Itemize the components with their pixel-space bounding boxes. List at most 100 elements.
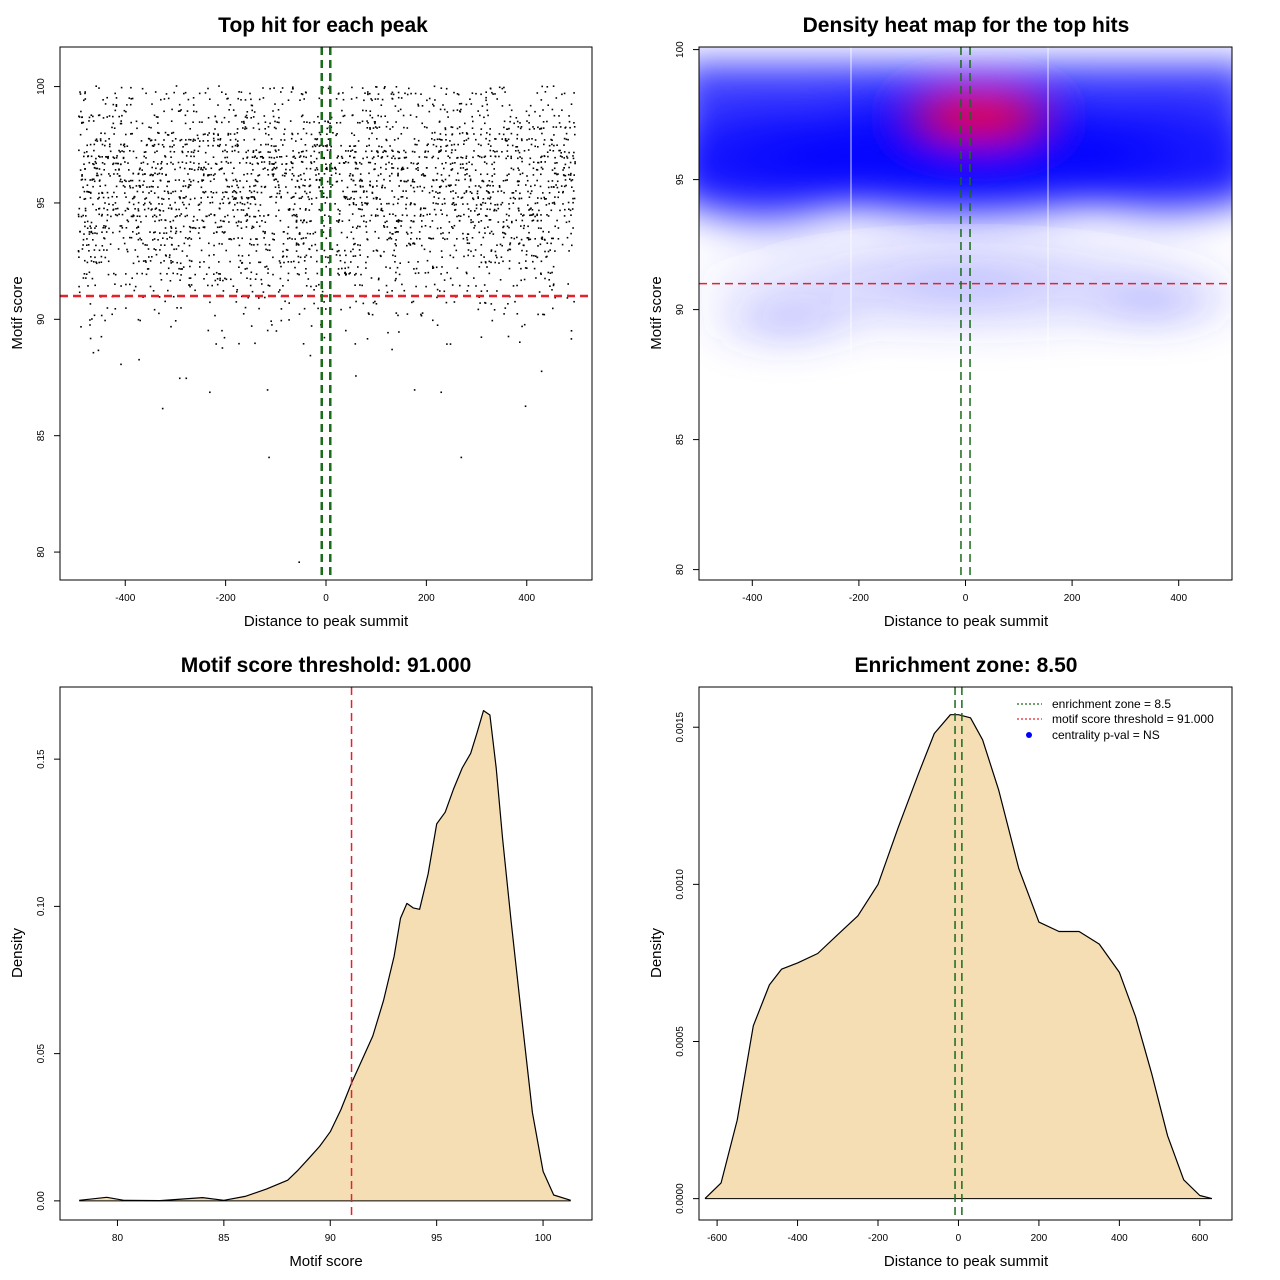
scatter-point — [170, 192, 172, 195]
scatter-point — [228, 202, 230, 205]
scatter-point — [365, 202, 368, 205]
scatter-point — [352, 203, 355, 206]
scatter-point — [189, 161, 192, 163]
scatter-point — [180, 138, 183, 141]
scatter-point — [238, 244, 241, 247]
scatter-point — [192, 138, 195, 141]
scatter-point — [298, 156, 301, 158]
scatter-point — [270, 156, 273, 159]
scatter-point — [185, 162, 188, 164]
scatter-point — [166, 185, 168, 188]
scatter-point — [146, 186, 148, 188]
scatter-point — [409, 114, 412, 116]
scatter-point — [257, 174, 259, 177]
scatter-point — [275, 178, 278, 181]
scatter-point — [527, 190, 529, 193]
scatter-point — [255, 238, 257, 240]
scatter-point — [106, 307, 109, 309]
heatmap-x-tick-label: -200 — [849, 593, 869, 604]
scatter-point — [100, 314, 103, 317]
scatter-point — [542, 109, 544, 111]
scatter-point — [338, 173, 341, 175]
scatter-point — [345, 254, 347, 257]
scatter-point — [276, 192, 279, 195]
scatter-point — [269, 151, 271, 153]
scatter-point — [529, 208, 531, 210]
scatter-point — [130, 98, 133, 100]
scatter-point — [291, 132, 293, 135]
scatter-point — [99, 139, 102, 142]
scatter-point — [516, 313, 519, 315]
scatter-point — [344, 261, 346, 264]
scatter-point — [306, 121, 308, 123]
scatter-point — [318, 283, 320, 286]
scatter-point — [264, 231, 266, 233]
scatter-point — [292, 156, 294, 158]
scatter-point — [413, 243, 416, 245]
scatter-point — [318, 122, 320, 124]
scatter-point — [286, 249, 289, 251]
scatter-point — [293, 174, 295, 177]
scatter-point — [376, 127, 378, 129]
scatter-point — [181, 268, 183, 270]
scatter-point — [444, 202, 446, 205]
scatter-point — [310, 325, 313, 327]
scatter-point — [352, 255, 355, 257]
scatter-point — [104, 184, 107, 187]
scatter-point — [253, 111, 256, 113]
scatter-point — [143, 151, 146, 153]
scatter-point — [170, 156, 172, 158]
scatter-point — [563, 144, 565, 146]
scatter-point — [263, 237, 265, 239]
scatter-point — [480, 133, 482, 136]
scatter-point — [383, 178, 385, 181]
scatter-point — [367, 91, 369, 93]
scatter-point — [142, 204, 145, 206]
scatter-point — [552, 85, 555, 87]
scatter-point — [455, 192, 457, 194]
scatter-point — [166, 163, 168, 165]
scatter-point — [104, 256, 107, 259]
scatter-point — [388, 237, 390, 240]
scatter-point — [280, 308, 283, 310]
scatter-point — [400, 179, 402, 182]
scatter-point — [89, 179, 91, 181]
scatter-point — [212, 174, 215, 177]
scatter-point — [346, 236, 348, 239]
scatter-point — [218, 226, 221, 228]
scatter-point — [257, 209, 260, 212]
scatter-point — [324, 214, 326, 216]
scatter-point — [380, 156, 383, 159]
scatter-point — [100, 173, 103, 176]
scatter-point — [421, 225, 423, 228]
scatter-point — [537, 146, 539, 148]
scatter-point — [367, 312, 370, 314]
scatter-point — [431, 185, 433, 188]
scatter-point — [81, 175, 83, 177]
scatter-point — [440, 273, 442, 275]
scatter-point — [364, 202, 366, 204]
scatter-point — [133, 195, 136, 198]
scatter-point — [436, 324, 439, 326]
scatter-point — [229, 201, 231, 204]
scatter-point — [198, 121, 201, 123]
scatter-point — [494, 138, 496, 140]
scatter-point — [114, 92, 116, 95]
scatter-point — [171, 108, 173, 111]
scatter-point — [405, 203, 407, 206]
scatter-point — [102, 226, 104, 229]
scatter-point — [517, 167, 519, 169]
scatter-point — [383, 250, 385, 253]
distance-density-x-tick-label: -400 — [788, 1233, 808, 1244]
scatter-point — [229, 260, 231, 263]
scatter-point — [89, 225, 91, 227]
scatter-point — [368, 172, 370, 175]
scatter-point — [84, 209, 87, 212]
scatter-point — [508, 214, 510, 217]
scatter-point — [520, 279, 522, 282]
scatter-point — [136, 190, 139, 193]
scatter-point — [240, 196, 243, 198]
scatter-point — [112, 122, 115, 125]
scatter-point — [375, 303, 378, 305]
